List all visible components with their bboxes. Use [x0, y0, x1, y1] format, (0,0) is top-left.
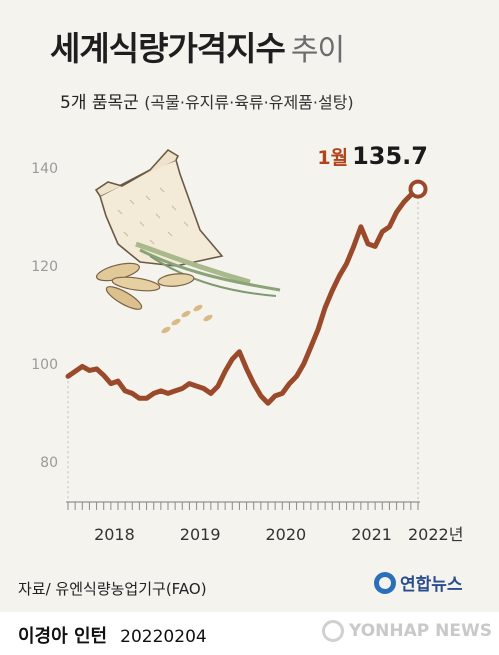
x-tick-label: 2018 — [94, 525, 135, 544]
x-tick-label: 2022년 — [408, 525, 463, 544]
subtitle-categories: (곡물·유지류·육류·유제품·설탕) — [144, 93, 354, 112]
chart-title: 세계식량가격지수 추이 — [50, 22, 345, 70]
source-note: 자료/ 유엔식량농업기구(FAO) — [18, 580, 207, 598]
series-layer: 1월 135.7 — [65, 142, 428, 406]
y-tick-label: 80 — [40, 455, 58, 471]
subtitle-text: 5개 품목군 — [60, 93, 139, 113]
publish-date: 20220204 — [120, 627, 207, 647]
logo-text: 연합뉴스 — [400, 575, 463, 595]
highlight-label: 1월 135.7 — [317, 142, 428, 170]
chart-subtitle: 5개 품목군 (곡물·유지류·육류·유제품·설탕) — [60, 88, 354, 113]
y-tick-label: 140 — [31, 161, 58, 177]
footer: 이경아 인턴 20220204 YONHAP NEWS — [0, 612, 499, 655]
series-line — [65, 186, 421, 406]
grain-stalks-illustration — [95, 241, 281, 334]
highlight-month: 1월 — [317, 147, 348, 169]
title-main: 세계식량가격지수 — [50, 29, 286, 68]
credit: 이경아 인턴 20220204 — [18, 622, 207, 648]
chart-card: 세계식량가격지수 추이 5개 품목군 (곡물·유지류·육류·유제품·설탕) — [0, 0, 499, 612]
logo-icon — [374, 571, 396, 594]
title-suffix: 추이 — [290, 33, 345, 68]
highlight-point — [408, 179, 428, 199]
agency-logo: 연합뉴스 — [374, 570, 463, 595]
highlight-value: 135.7 — [352, 142, 428, 170]
watermark-icon — [322, 620, 344, 642]
line-chart: 80 100 120 140 2018 2019 2020 2021 2022년 1월 135.7 — [31, 142, 463, 544]
y-tick-label: 100 — [31, 357, 58, 373]
y-tick-label: 120 — [31, 259, 58, 275]
grain-sack-illustration — [94, 148, 224, 267]
watermark-text: YONHAP NEWS — [349, 621, 492, 641]
author: 이경아 인턴 — [18, 626, 108, 647]
watermark: YONHAP NEWS — [322, 620, 492, 642]
x-tick-label: 2021 — [351, 525, 392, 544]
chart-axes: 80 100 120 140 2018 2019 2020 2021 2022년 — [31, 161, 463, 544]
x-tick-label: 2020 — [265, 525, 306, 544]
x-tick-label: 2019 — [180, 525, 221, 544]
